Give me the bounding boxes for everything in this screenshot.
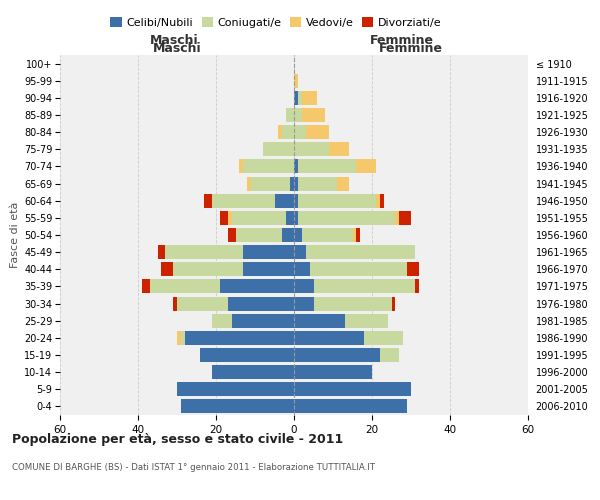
Bar [294,160,298,173]
Bar [212,194,275,207]
Bar [286,108,294,122]
Bar [166,245,244,259]
Bar [244,245,294,259]
Bar [204,194,212,207]
Text: Femmine: Femmine [379,42,443,55]
Bar [302,108,325,122]
Text: COMUNE DI BARGHE (BS) - Dati ISTAT 1° gennaio 2011 - Elaborazione TUTTITALIA.IT: COMUNE DI BARGHE (BS) - Dati ISTAT 1° ge… [12,462,375,471]
Bar [294,365,372,379]
Text: Maschi: Maschi [149,34,199,48]
Bar [407,262,419,276]
Bar [302,91,317,105]
Bar [232,211,286,225]
Bar [286,211,294,225]
Bar [294,400,407,413]
Bar [294,314,344,328]
Bar [356,228,360,242]
Bar [290,176,294,190]
Bar [283,228,294,242]
Bar [150,280,220,293]
Bar [395,211,400,225]
Bar [181,400,294,413]
Text: Femmine: Femmine [370,34,434,48]
Bar [212,365,294,379]
Bar [181,331,185,345]
Bar [344,314,388,328]
Bar [247,176,251,190]
Bar [235,228,283,242]
Bar [294,194,298,207]
Bar [239,160,244,173]
Bar [294,108,302,122]
Bar [314,280,415,293]
Bar [306,245,415,259]
Bar [364,331,403,345]
Bar [294,142,329,156]
Bar [298,160,356,173]
Bar [356,160,376,173]
Bar [415,280,419,293]
Bar [294,211,298,225]
Bar [212,314,232,328]
Bar [228,211,232,225]
Bar [161,262,173,276]
Bar [298,91,302,105]
Bar [177,296,228,310]
Bar [310,262,407,276]
Bar [185,331,294,345]
Bar [142,280,150,293]
Bar [294,74,298,88]
Bar [220,280,294,293]
Bar [380,194,384,207]
Bar [294,91,298,105]
Bar [337,176,349,190]
Bar [177,382,294,396]
Bar [294,125,306,139]
Bar [294,348,380,362]
Bar [294,382,411,396]
Bar [298,211,395,225]
Bar [294,228,302,242]
Bar [173,262,244,276]
Bar [392,296,395,310]
Bar [306,125,329,139]
Bar [228,228,235,242]
Bar [232,314,294,328]
Bar [353,228,356,242]
Bar [294,176,298,190]
Bar [400,211,411,225]
Text: Popolazione per età, sesso e stato civile - 2011: Popolazione per età, sesso e stato civil… [12,432,343,446]
Bar [376,194,380,207]
Bar [294,245,306,259]
Bar [298,194,376,207]
Bar [228,296,294,310]
Bar [294,262,310,276]
Legend: Celibi/Nubili, Coniugati/e, Vedovi/e, Divorziati/e: Celibi/Nubili, Coniugati/e, Vedovi/e, Di… [106,13,446,32]
Bar [200,348,294,362]
Bar [314,296,392,310]
Bar [177,331,181,345]
Bar [294,280,314,293]
Text: Maschi: Maschi [152,42,202,55]
Bar [294,331,364,345]
Bar [275,194,294,207]
Bar [283,125,294,139]
Bar [263,142,294,156]
Bar [298,176,337,190]
Bar [244,262,294,276]
Bar [329,142,349,156]
Bar [173,296,177,310]
Bar [157,245,166,259]
Bar [244,160,294,173]
Bar [278,125,283,139]
Bar [251,176,290,190]
Y-axis label: Fasce di età: Fasce di età [10,202,20,268]
Bar [294,296,314,310]
Bar [302,228,353,242]
Bar [220,211,228,225]
Bar [380,348,400,362]
